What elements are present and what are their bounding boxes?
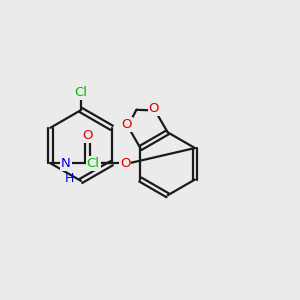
Text: N: N bbox=[61, 157, 71, 170]
Text: H: H bbox=[64, 172, 74, 185]
Text: O: O bbox=[121, 118, 132, 130]
Text: Cl: Cl bbox=[74, 85, 88, 99]
Text: O: O bbox=[120, 157, 130, 170]
Text: O: O bbox=[82, 129, 93, 142]
Text: O: O bbox=[148, 102, 159, 115]
Text: Cl: Cl bbox=[87, 157, 100, 170]
